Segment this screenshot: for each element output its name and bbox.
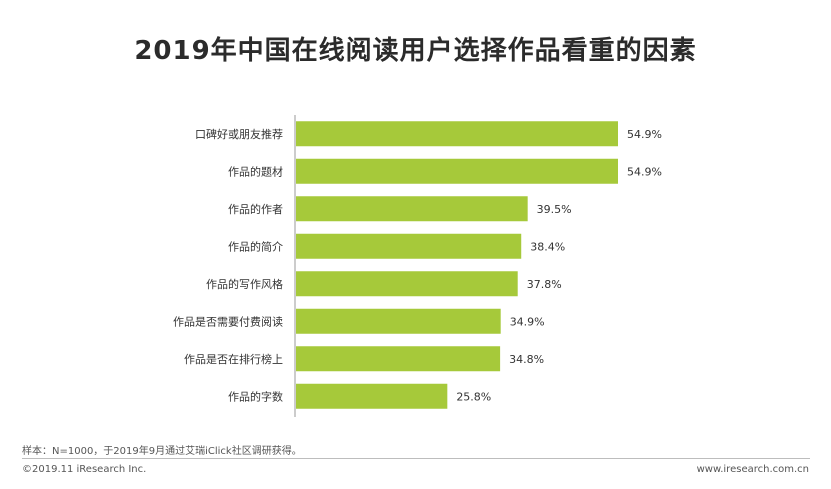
category-label: 作品的题材: [228, 164, 283, 178]
category-label: 作品的字数: [228, 389, 283, 403]
bar: [296, 308, 501, 334]
category-label: 作品的作者: [228, 202, 283, 216]
bar: [296, 346, 501, 372]
value-label: 37.8%: [527, 278, 562, 291]
website-text: www.iresearch.com.cn: [696, 464, 809, 475]
value-label: 54.9%: [627, 165, 662, 178]
chart-title: 2019年中国在线阅读用户选择作品看重的因素: [134, 36, 697, 66]
bar: [296, 196, 528, 222]
footer-divider: [22, 458, 810, 459]
bar: [296, 383, 448, 409]
value-labels: 54.9% 54.9% 39.5% 38.4% 37.8% 34.9% 34.8% 25.8%: [456, 128, 662, 404]
category-label: 口碑好或朋友推荐: [195, 127, 283, 141]
category-labels: 口碑好或朋友推荐作品的题材作品的作者作品的简介作品的写作风格作品是否需要付费阅读…: [173, 127, 283, 404]
bar: [296, 121, 618, 147]
bar-chart: 口碑好或朋友推荐作品的题材作品的作者作品的简介作品的写作风格作品是否需要付费阅读…: [173, 115, 662, 417]
bar: [296, 158, 618, 184]
value-label: 54.9%: [627, 128, 662, 141]
value-label: 39.5%: [537, 203, 572, 216]
category-label: 作品的写作风格: [206, 277, 283, 291]
value-label: 34.9%: [510, 315, 545, 328]
category-label: 作品的简介: [228, 239, 283, 253]
category-label: 作品是否在排行榜上: [184, 352, 283, 366]
value-label: 25.8%: [456, 390, 491, 403]
bar: [296, 233, 522, 259]
value-label: 34.8%: [509, 353, 544, 366]
sample-note: 样本：N=1000，于2019年9月通过艾瑞iClick社区调研获得。: [22, 446, 302, 457]
bars: [296, 121, 618, 409]
category-label: 作品是否需要付费阅读: [173, 314, 283, 328]
bar: [296, 271, 518, 297]
copyright-text: ©2019.11 iResearch Inc.: [22, 464, 147, 475]
value-label: 38.4%: [530, 240, 565, 253]
